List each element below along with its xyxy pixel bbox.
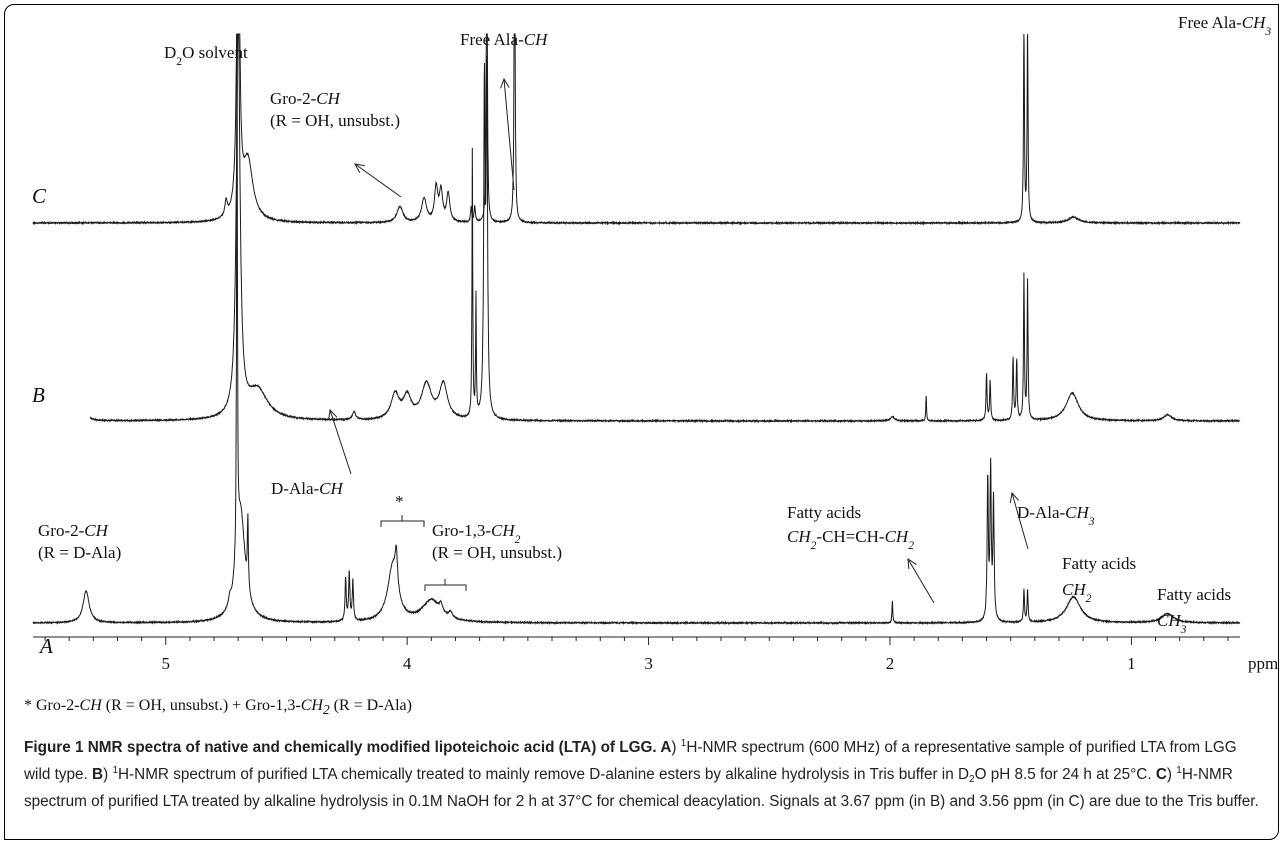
x-tick-label: 4 (403, 654, 412, 673)
annotation-text: Fatty acids (1157, 585, 1231, 604)
annotation-text: Free Ala-CH3 (1178, 13, 1271, 38)
x-tick-label: 1 (1127, 654, 1136, 673)
annotation-text: * (395, 492, 404, 511)
spectrum-label-B: B (32, 383, 45, 407)
annotation-arrow (500, 77, 515, 191)
spectrum-label-C: C (32, 184, 47, 208)
figure-frame (4, 4, 1279, 840)
spectrum-trace-C (32, 33, 1241, 226)
annotation-arrow (354, 163, 402, 198)
annotation-text: CH3 (1157, 611, 1187, 636)
peak-annotation: Gro-2-CH (R = OH, unsubst.) (270, 89, 400, 130)
annotation-text: Fatty acids (1062, 554, 1136, 573)
annotation-text: (R = OH, unsubst.) (432, 543, 562, 562)
annotation-text: CH2 (1062, 580, 1092, 605)
figure-footnote: * Gro-2-CH (R = OH, unsubst.) + Gro-1,3-… (24, 697, 412, 718)
spectrum-trace-B (89, 33, 1241, 424)
peak-annotation: D-Ala-CH (271, 479, 344, 498)
x-tick-label: 5 (162, 654, 171, 673)
annotation-text: D2O solvent (164, 43, 248, 68)
peak-annotation: Free Ala-CH3 (1178, 13, 1271, 38)
annotation-text: Gro-1,3-CH2 (432, 521, 521, 546)
spectrum-label-A: A (38, 634, 53, 658)
bracket (380, 515, 425, 527)
annotation-text: Gro-2-CH (38, 521, 110, 540)
annotation-text: (R = D-Ala) (38, 543, 121, 562)
annotation-text: D-Ala-CH (271, 479, 344, 498)
annotation-text: D-Ala-CH3 (1017, 503, 1095, 528)
figure-caption: Figure 1 NMR spectra of native and chemi… (24, 738, 1259, 810)
peak-annotation: Fatty acids CH2 (1062, 554, 1136, 605)
x-tick-label: 3 (644, 654, 653, 673)
peak-annotation: Fatty acids CH2-CH=CH-CH2 (787, 503, 914, 552)
peak-annotation: Fatty acids CH3 (1157, 585, 1231, 636)
spectrum-trace-A (32, 33, 1241, 626)
x-axis-label: ppm (1248, 654, 1278, 673)
nmr-spectra-plot: A B C 5 4 3 2 1 ppm D2O solvent Free Ala-CH Gro-2… (32, 13, 1278, 673)
annotation-arrow (1009, 491, 1029, 550)
peak-annotation: * (395, 492, 404, 511)
bracket (424, 579, 467, 591)
x-tick-label: 2 (886, 654, 895, 673)
annotation-text: CH2-CH=CH-CH2 (787, 527, 914, 552)
annotation-text: (R = OH, unsubst.) (270, 111, 400, 130)
peak-annotation: Gro-2-CH (R = D-Ala) (38, 521, 121, 562)
annotation-text: Free Ala-CH (460, 30, 549, 49)
peak-annotation: D-Ala-CH3 (1017, 503, 1095, 528)
peak-annotation: Gro-1,3-CH2(R = OH, unsubst.) (432, 521, 562, 562)
annotation-arrow (907, 558, 935, 604)
peak-annotation: Free Ala-CH (460, 30, 549, 49)
annotation-text: Fatty acids (787, 503, 861, 522)
peak-annotation: D2O solvent (164, 43, 248, 68)
annotation-text: Gro-2-CH (270, 89, 342, 108)
annotation-arrow (328, 408, 352, 475)
